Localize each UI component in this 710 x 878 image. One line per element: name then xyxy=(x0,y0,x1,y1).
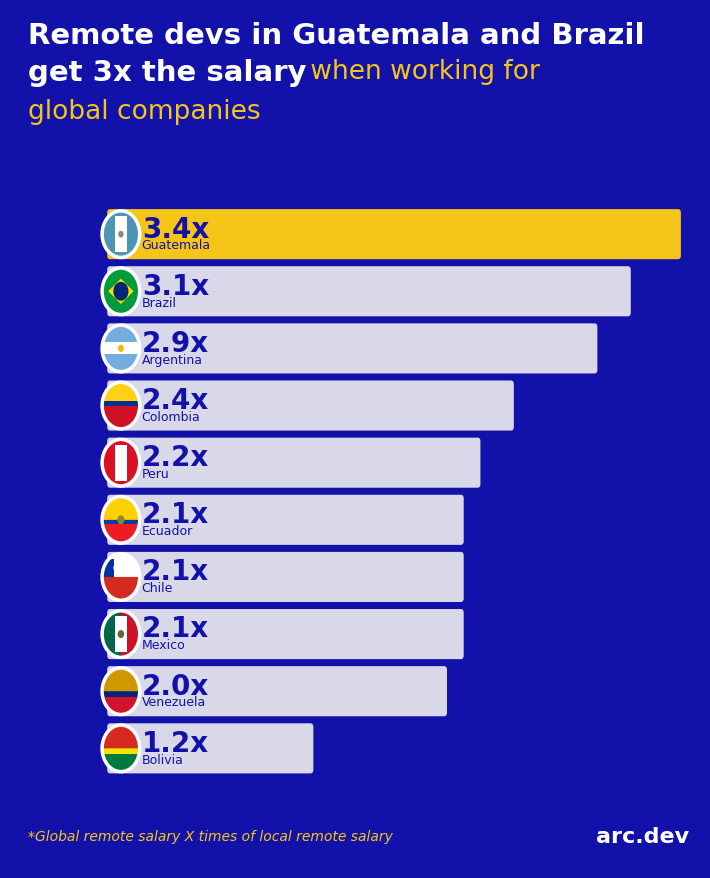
FancyBboxPatch shape xyxy=(103,343,139,355)
FancyBboxPatch shape xyxy=(107,552,464,602)
Circle shape xyxy=(102,667,141,716)
Circle shape xyxy=(114,565,118,571)
Text: Argentina: Argentina xyxy=(142,353,203,366)
Circle shape xyxy=(103,669,139,714)
Text: Guatemala: Guatemala xyxy=(142,239,211,252)
Text: Remote devs in Guatemala and Brazil: Remote devs in Guatemala and Brazil xyxy=(28,22,645,50)
Circle shape xyxy=(102,439,141,487)
Circle shape xyxy=(103,555,139,600)
Text: Bolivia: Bolivia xyxy=(142,752,184,766)
FancyBboxPatch shape xyxy=(107,324,597,374)
Circle shape xyxy=(102,325,141,373)
FancyBboxPatch shape xyxy=(115,616,127,652)
FancyBboxPatch shape xyxy=(107,438,481,488)
FancyBboxPatch shape xyxy=(103,406,139,415)
Circle shape xyxy=(102,496,141,544)
FancyBboxPatch shape xyxy=(103,686,139,697)
FancyBboxPatch shape xyxy=(107,210,681,260)
Text: global companies: global companies xyxy=(28,99,261,126)
FancyBboxPatch shape xyxy=(107,495,464,545)
Circle shape xyxy=(102,610,141,658)
Text: Mexico: Mexico xyxy=(142,638,185,651)
Wedge shape xyxy=(103,406,139,428)
FancyBboxPatch shape xyxy=(115,616,127,652)
Wedge shape xyxy=(103,726,139,748)
FancyBboxPatch shape xyxy=(103,559,114,578)
Circle shape xyxy=(118,630,124,638)
Text: Brazil: Brazil xyxy=(142,296,177,309)
Text: when working for: when working for xyxy=(302,59,540,85)
Wedge shape xyxy=(103,520,139,543)
Text: *Global remote salary X times of local remote salary: *Global remote salary X times of local r… xyxy=(28,829,393,843)
FancyBboxPatch shape xyxy=(107,609,464,659)
Text: Ecuador: Ecuador xyxy=(142,524,193,537)
FancyBboxPatch shape xyxy=(115,217,127,253)
Text: 3.4x: 3.4x xyxy=(142,215,209,243)
Circle shape xyxy=(103,270,139,314)
Wedge shape xyxy=(121,212,139,257)
Circle shape xyxy=(103,612,139,657)
Circle shape xyxy=(102,382,141,430)
Text: 2.2x: 2.2x xyxy=(142,443,209,471)
FancyBboxPatch shape xyxy=(103,520,139,532)
Text: Colombia: Colombia xyxy=(142,410,200,423)
Circle shape xyxy=(102,268,141,316)
Text: 3.1x: 3.1x xyxy=(142,272,209,300)
Text: Venezuela: Venezuela xyxy=(142,695,206,709)
Circle shape xyxy=(102,724,141,773)
Text: 2.4x: 2.4x xyxy=(142,386,209,414)
Circle shape xyxy=(114,283,129,301)
Text: Chile: Chile xyxy=(142,581,173,594)
Wedge shape xyxy=(103,555,139,578)
Circle shape xyxy=(103,384,139,428)
Polygon shape xyxy=(108,279,133,305)
Text: get 3x the salary: get 3x the salary xyxy=(28,59,307,87)
Wedge shape xyxy=(103,212,121,257)
Circle shape xyxy=(103,726,139,771)
Wedge shape xyxy=(103,669,139,692)
FancyBboxPatch shape xyxy=(103,520,139,525)
FancyBboxPatch shape xyxy=(115,445,127,481)
Text: 2.9x: 2.9x xyxy=(142,329,209,357)
Wedge shape xyxy=(121,612,139,657)
FancyBboxPatch shape xyxy=(107,267,630,317)
Text: 1.2x: 1.2x xyxy=(142,729,209,757)
FancyBboxPatch shape xyxy=(107,381,514,431)
Circle shape xyxy=(103,498,139,543)
Text: arc.dev: arc.dev xyxy=(596,826,689,846)
FancyBboxPatch shape xyxy=(103,743,139,754)
Circle shape xyxy=(118,345,124,353)
Circle shape xyxy=(102,211,141,259)
Text: 2.1x: 2.1x xyxy=(142,500,209,529)
Circle shape xyxy=(117,515,124,525)
Circle shape xyxy=(102,553,141,601)
Text: 2.0x: 2.0x xyxy=(142,672,209,700)
Circle shape xyxy=(118,232,124,238)
Text: 2.1x: 2.1x xyxy=(142,558,209,586)
Circle shape xyxy=(103,441,139,486)
FancyBboxPatch shape xyxy=(107,723,313,774)
Text: 2.1x: 2.1x xyxy=(142,615,209,643)
Text: Peru: Peru xyxy=(142,467,170,480)
Circle shape xyxy=(103,327,139,371)
FancyBboxPatch shape xyxy=(107,666,447,716)
FancyBboxPatch shape xyxy=(103,401,139,407)
